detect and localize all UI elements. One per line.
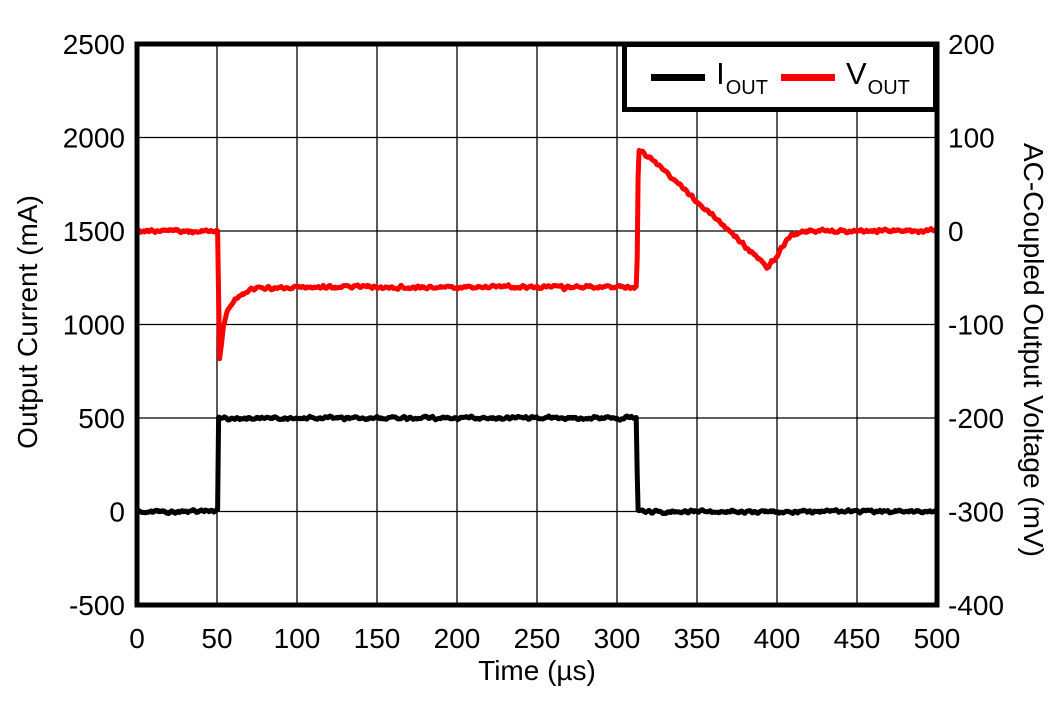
x-tick-label: 50 — [201, 623, 232, 654]
x-tick-label: 350 — [674, 623, 721, 654]
y-right-tick-label: -100 — [948, 310, 1004, 341]
iout-line-swatch-icon — [651, 73, 706, 81]
trace-vout — [134, 147, 940, 362]
y-left-tick-label: 2000 — [63, 123, 125, 154]
y-right-tick-label: -400 — [948, 590, 1004, 621]
x-tick-label: 150 — [354, 623, 401, 654]
legend-label-vout: VOUT — [845, 56, 910, 99]
legend-item-iout: IOUT — [651, 56, 768, 99]
legend-label-iout: IOUT — [716, 56, 768, 99]
y-left-tick-label: 0 — [109, 497, 125, 528]
y-left-tick-label: -500 — [69, 590, 125, 621]
y-right-tick-label: -300 — [948, 497, 1004, 528]
y-right-tick-label: 200 — [948, 29, 995, 60]
plot-frame — [134, 41, 940, 608]
y-right-tick-label: -200 — [948, 403, 1004, 434]
x-tick-label: 300 — [594, 623, 641, 654]
vout-line-swatch-icon — [780, 73, 835, 81]
x-tick-label: 200 — [434, 623, 481, 654]
x-tick-label: 250 — [514, 623, 561, 654]
x-axis-title: Time (µs) — [478, 655, 596, 686]
y-right-tick-label: 100 — [948, 123, 995, 154]
x-tick-label: 450 — [834, 623, 881, 654]
y-right-tick-label: 0 — [948, 216, 964, 247]
y-left-tick-label: 2500 — [63, 29, 125, 60]
y-left-tick-label: 1500 — [63, 216, 125, 247]
x-tick-label: 400 — [754, 623, 801, 654]
trace-iout — [134, 413, 940, 517]
x-tick-label: 100 — [274, 623, 321, 654]
legend-item-vout: VOUT — [780, 56, 910, 99]
y-axis-title-right: AC-Coupled Output Voltage (mV) — [1018, 143, 1049, 557]
x-tick-label: 0 — [129, 623, 145, 654]
y-left-tick-label: 500 — [78, 403, 125, 434]
y-left-tick-label: 1000 — [63, 310, 125, 341]
legend: IOUT VOUT — [622, 42, 938, 112]
x-tick-label: 500 — [914, 623, 961, 654]
y-axis-title-left: Output Current (mA) — [12, 195, 43, 449]
